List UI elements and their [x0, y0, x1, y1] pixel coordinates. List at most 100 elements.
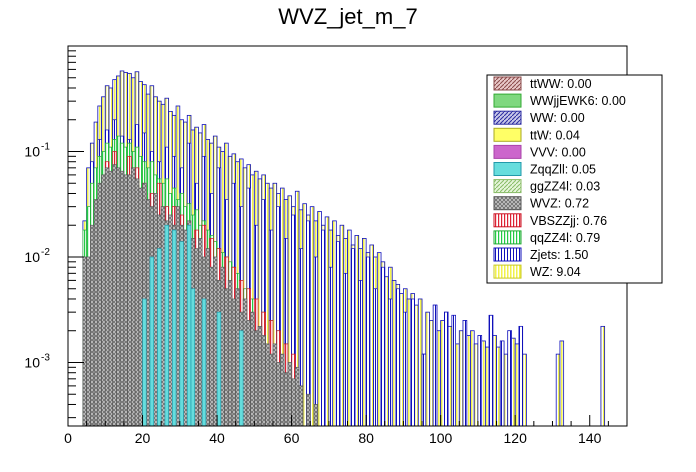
legend-swatch-wz — [493, 264, 522, 279]
bar-total-bin-122 — [522, 353, 527, 426]
bar-wvz-bin-57 — [280, 353, 285, 426]
legend-label-ttww: ttWW: 0.00 — [530, 77, 592, 91]
bar-zqqzll-bin-28 — [171, 229, 177, 426]
bar-total-bin-107 — [466, 335, 471, 426]
bar-wvz-bin-19 — [138, 187, 143, 426]
bar-wvz-bin-60 — [291, 378, 296, 426]
bar-wvz-bin-48 — [246, 320, 251, 426]
legend-label-ww: WW: 0.00 — [530, 111, 585, 125]
bar-wvz-bin-66 — [313, 404, 319, 426]
legend-swatch-qqzz4l — [493, 230, 522, 245]
bar-total-bin-96 — [425, 311, 430, 426]
bar-zjets-bin-66 — [313, 256, 319, 426]
bar-total-bin-77 — [354, 235, 360, 426]
bar-total-bin-75 — [347, 229, 352, 426]
legend-swatch-zjets — [493, 247, 522, 262]
bar-zqqzll-bin-32 — [186, 224, 192, 426]
bar-total-bin-112 — [484, 346, 490, 426]
legend-label-qqzz4l: qqZZ4l: 0.79 — [530, 231, 600, 245]
bar-zjets-bin-76 — [350, 248, 356, 426]
bar-total-bin-63 — [302, 203, 307, 426]
bar-zjets-bin-86 — [388, 298, 393, 426]
bar-wvz-bin-56 — [276, 362, 281, 426]
legend-swatch-ww — [493, 110, 522, 125]
bar-zjets-bin-88 — [395, 288, 401, 426]
y-tick-label--3: 10 — [24, 354, 40, 370]
bar-wvz-bin-9 — [101, 174, 106, 426]
legend-label-ttw: ttW: 0.04 — [530, 128, 580, 142]
bar-total-bin-83 — [376, 252, 382, 426]
bar-total-bin-143 — [600, 325, 606, 426]
bar-zjets-bin-82 — [373, 288, 378, 426]
bar-wvz-bin-31 — [183, 229, 188, 426]
histogram-bars — [82, 70, 606, 426]
bar-total-bin-79 — [362, 238, 367, 426]
bar-wvz-bin-35 — [198, 238, 203, 426]
legend: ttWW: 0.00 WWjjEWK6: 0.00 WW: 0.00 ttW: 0.0… — [486, 74, 663, 284]
bar-zjets-bin-80 — [365, 256, 371, 426]
bar-total-bin-71 — [332, 220, 337, 426]
legend-label-vbszzjj: VBSZZjj: 0.76 — [530, 214, 607, 228]
legend-label-wwjjewk6: WWjjEWK6: 0.00 — [530, 94, 626, 108]
legend-label-ggzz4l: ggZZ4l: 0.03 — [530, 180, 600, 194]
bar-total-bin-102 — [447, 325, 453, 426]
bar-wvz-bin-8 — [97, 182, 102, 426]
y-tick-exponent--3: -3 — [41, 352, 50, 363]
bar-total-bin-91 — [406, 298, 412, 426]
legend-label-zjets: Zjets: 1.50 — [530, 248, 588, 262]
bar-zqqzll-bin-36 — [201, 298, 207, 426]
bar-zjets-bin-74 — [343, 272, 348, 426]
legend-swatch-zqqzll — [493, 162, 522, 176]
y-tick-exponent--2: -2 — [41, 247, 50, 258]
bar-wvz-bin-58 — [283, 372, 289, 426]
bar-zjets-bin-64 — [306, 220, 311, 426]
bar-wvz-bin-55 — [272, 343, 278, 426]
bar-total-bin-89 — [399, 293, 404, 426]
bar-wvz-bin-10 — [104, 167, 110, 426]
bar-wvz-bin-18 — [134, 178, 140, 426]
y-tick-label--1: 10 — [24, 143, 40, 159]
bar-wvz-bin-43 — [227, 280, 233, 426]
bar-total-bin-65 — [309, 206, 315, 426]
chart-title: WVZ_jet_m_7 — [278, 4, 417, 29]
bar-zjets-bin-72 — [335, 241, 341, 426]
bar-total-bin-81 — [369, 244, 374, 426]
bar-zjets-bin-101 — [444, 311, 449, 426]
bar-total-bin-108 — [470, 330, 475, 426]
bar-wvz-bin-50 — [253, 330, 259, 426]
bar-wvz-bin-44 — [231, 298, 237, 426]
legend-swatch-ttw — [493, 127, 522, 142]
bar-wvz-bin-17 — [131, 167, 136, 426]
legend-label-wz: WZ: 9.04 — [530, 265, 581, 279]
x-tick-label-0: 0 — [64, 430, 72, 446]
bar-wvz-bin-14 — [119, 170, 125, 426]
bar-wvz-bin-12 — [112, 164, 117, 426]
bar-wvz-bin-37 — [205, 248, 210, 426]
bar-wvz-bin-27 — [168, 214, 173, 426]
x-tick-label-40: 40 — [209, 430, 225, 446]
bar-wvz-bin-7 — [93, 199, 99, 426]
bar-total-bin-114 — [492, 335, 497, 426]
y-tick-exponent--1: -1 — [41, 141, 50, 152]
bar-wvz-bin-45 — [235, 288, 240, 426]
bar-total-bin-100 — [440, 320, 445, 426]
bar-wvz-bin-62 — [298, 385, 304, 426]
bar-zqqzll-bin-26 — [164, 224, 169, 426]
bar-total-bin-99 — [436, 330, 442, 426]
bar-total-bin-117 — [503, 353, 509, 426]
bar-wvz-bin-53 — [265, 343, 270, 426]
bar-total-bin-87 — [391, 279, 397, 426]
bar-zqqzll-bin-24 — [157, 248, 162, 426]
bar-wvz-bin-4 — [82, 256, 87, 426]
bar-wvz-bin-38 — [209, 266, 214, 426]
bar-wvz-bin-42 — [224, 288, 229, 426]
bar-total-bin-97 — [429, 320, 434, 426]
bar-zjets-bin-98 — [432, 304, 438, 426]
bar-zjets-bin-68 — [321, 229, 326, 426]
bar-total-bin-93 — [414, 304, 419, 426]
bar-total-bin-120 — [514, 343, 520, 426]
bar-zqqzll-bin-33 — [190, 288, 196, 426]
bar-wvz-bin-15 — [123, 174, 128, 426]
x-tick-label-60: 60 — [284, 430, 300, 446]
